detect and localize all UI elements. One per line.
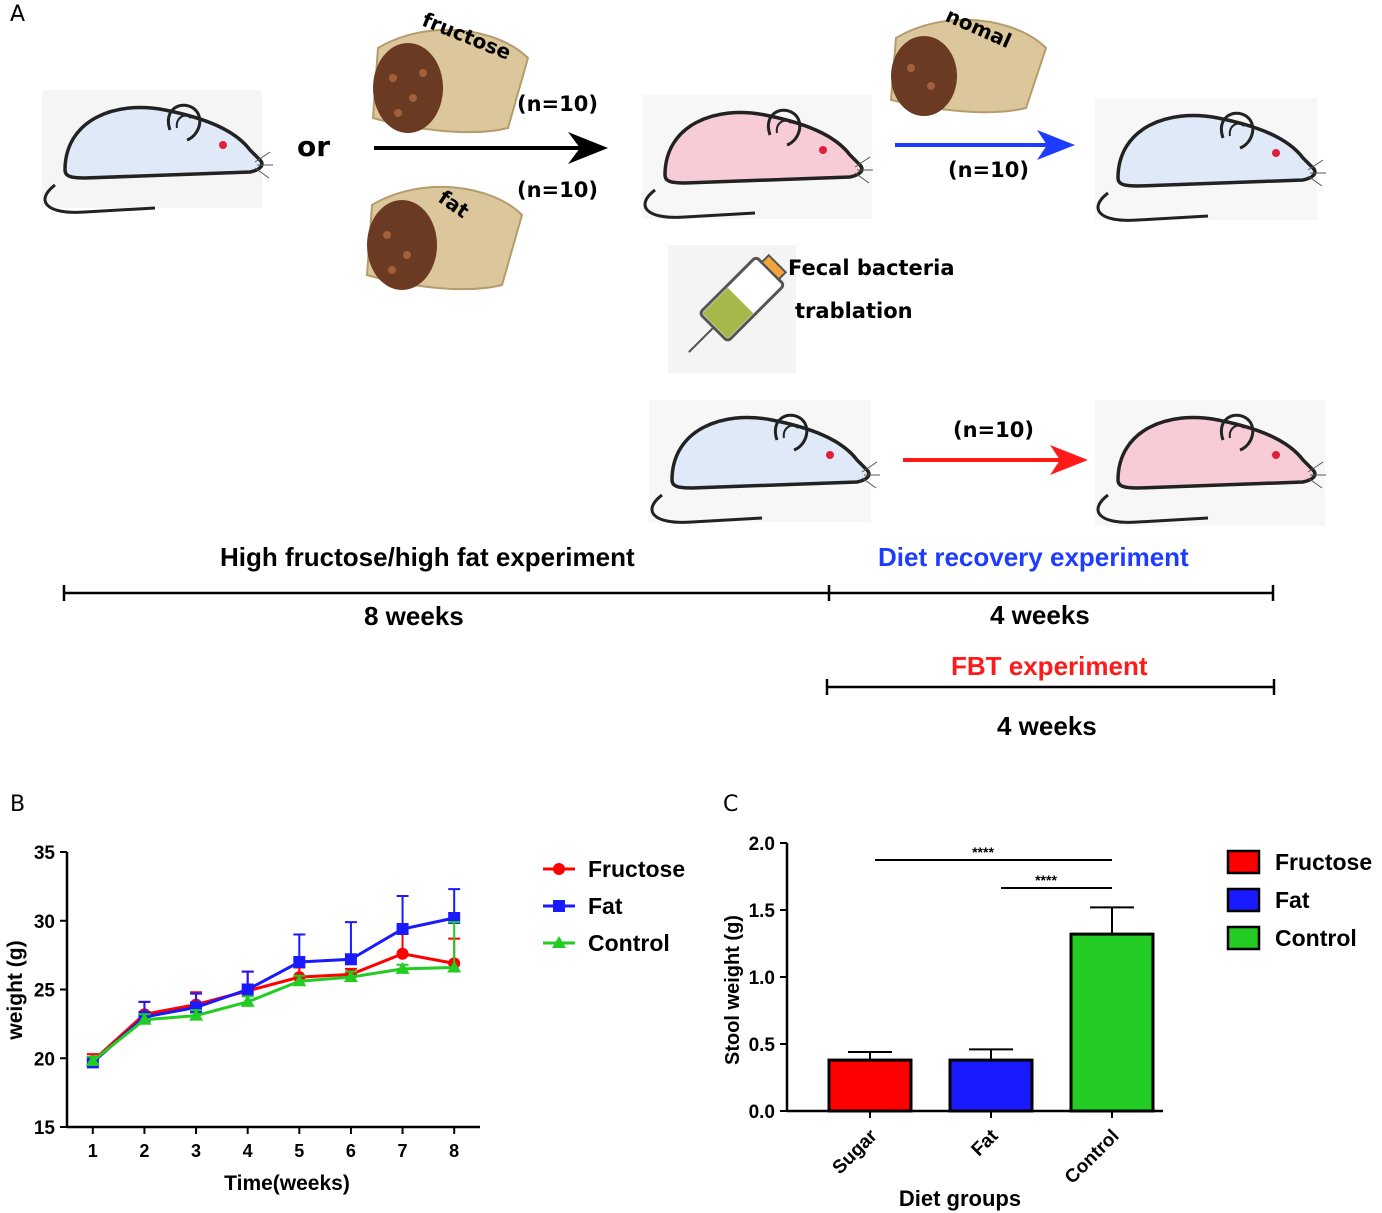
- x-tick-label: 1: [88, 1141, 98, 1161]
- n-fat: (n=10): [517, 178, 598, 202]
- y-tick-label: 15: [34, 1118, 56, 1139]
- significance-label: ****: [1035, 872, 1057, 888]
- data-point-control: [189, 1008, 204, 1021]
- mouse-icon: [642, 95, 875, 220]
- x-axis-label: Time(weeks): [224, 1172, 350, 1195]
- weeks-8-label: 8 weeks: [364, 601, 464, 631]
- y-tick-label: 2.0: [749, 834, 775, 855]
- weeks-4-recovery-label: 4 weeks: [990, 600, 1090, 630]
- y-tick-label: 35: [34, 843, 56, 864]
- legend-label-control: Control: [588, 930, 670, 956]
- food-bag-icon: [371, 28, 530, 134]
- data-point-fat: [396, 923, 409, 935]
- food-bag-icon: [365, 185, 524, 291]
- x-tick-label-control: Control: [1061, 1126, 1124, 1189]
- legend-label-control: Control: [1275, 925, 1357, 951]
- exp-fbt-title: FBT experiment: [951, 651, 1148, 681]
- legend-swatch-control: [1226, 925, 1261, 951]
- mouse-icon: [1095, 98, 1328, 223]
- legend-marker: [553, 900, 565, 912]
- n-fructose: (n=10): [517, 92, 598, 116]
- x-tick-label: 5: [294, 1141, 304, 1161]
- x-tick-label: 2: [139, 1141, 149, 1161]
- panel-a-label: A: [10, 2, 26, 27]
- data-point-fat: [448, 912, 461, 924]
- data-point-fructose: [344, 968, 357, 981]
- data-point-fructose: [190, 998, 203, 1011]
- series-line-fructose: [91, 952, 455, 1063]
- n-fbt: (n=10): [953, 418, 1034, 442]
- data-point-control: [137, 1012, 152, 1025]
- mouse-icon: [42, 90, 275, 215]
- y-tick-label: 25: [34, 981, 56, 1002]
- x-tick-label: 8: [449, 1141, 459, 1161]
- legend-marker: [552, 936, 566, 948]
- data-point-control: [240, 994, 255, 1007]
- exp-highfat-title: High fructose/high fat experiment: [220, 542, 635, 572]
- data-point-fructose: [396, 947, 409, 960]
- x-tick-label: 7: [398, 1141, 408, 1161]
- legend-label-fat: Fat: [588, 893, 623, 919]
- data-point-fat: [190, 1001, 203, 1014]
- data-point-control: [395, 961, 410, 974]
- panel-c-label: C: [723, 792, 739, 817]
- data-point-fructose: [293, 971, 306, 984]
- series-line-fat: [91, 916, 455, 1064]
- or-text: or: [297, 130, 331, 163]
- data-point-control: [292, 974, 307, 987]
- data-point-fat: [241, 983, 254, 996]
- n-recovery: (n=10): [948, 158, 1029, 182]
- x-tick-label: 4: [243, 1141, 253, 1161]
- legend-label-fructose: Fructose: [588, 856, 685, 882]
- panel-a-diagram: [42, 18, 1328, 695]
- bar-fat: [948, 1058, 1034, 1113]
- syringe-icon: [668, 245, 796, 373]
- x-axis-label: Diet groups: [899, 1186, 1021, 1211]
- y-axis-label: weight (g): [4, 940, 27, 1040]
- panel-b-label: B: [10, 792, 26, 817]
- x-tick-label-fat: Fat: [968, 1125, 1003, 1160]
- legend-marker: [553, 863, 565, 875]
- legend-swatch-fat: [1226, 887, 1261, 913]
- y-tick-label: 1.5: [749, 901, 776, 922]
- legend-label-fructose: Fructose: [1275, 849, 1372, 875]
- y-tick-label: 0.5: [749, 1035, 776, 1056]
- fbt-label-line2: trablation: [795, 299, 913, 323]
- data-point-fructose: [138, 1008, 151, 1021]
- data-point-control: [447, 960, 462, 973]
- legend-swatch-fructose: [1226, 849, 1261, 875]
- legend-label-fat: Fat: [1275, 887, 1310, 913]
- x-tick-label: 3: [191, 1141, 201, 1161]
- data-point-control: [343, 970, 358, 983]
- y-tick-label: 20: [34, 1049, 55, 1070]
- data-point-fat: [138, 1011, 151, 1023]
- data-point-fat: [344, 953, 357, 966]
- mouse-icon: [649, 400, 882, 525]
- y-tick-label: 0.0: [749, 1102, 775, 1123]
- data-point-fat: [86, 1056, 99, 1069]
- x-tick-label-sugar: Sugar: [829, 1125, 882, 1178]
- data-point-fructose: [448, 957, 461, 970]
- fbt-label-line1: Fecal bacteria: [788, 256, 955, 280]
- y-tick-label: 1.0: [749, 968, 775, 989]
- y-axis-label: Stool weight (g): [722, 915, 744, 1065]
- data-point-fructose: [241, 984, 254, 997]
- bar-control: [1069, 932, 1155, 1113]
- data-point-fat: [293, 956, 306, 968]
- data-point-control: [85, 1054, 100, 1066]
- x-tick-label: 6: [346, 1141, 356, 1161]
- mouse-icon: [1095, 400, 1328, 526]
- significance-label: ****: [972, 844, 994, 860]
- y-tick-label: 30: [34, 912, 55, 933]
- series-line-control: [91, 966, 455, 1063]
- food-bag-icon: [889, 18, 1048, 116]
- exp-recovery-title: Diet recovery experiment: [878, 542, 1189, 572]
- data-point-fructose: [86, 1055, 99, 1067]
- weeks-4-fbt-label: 4 weeks: [997, 711, 1097, 741]
- bar-sugar: [827, 1058, 913, 1113]
